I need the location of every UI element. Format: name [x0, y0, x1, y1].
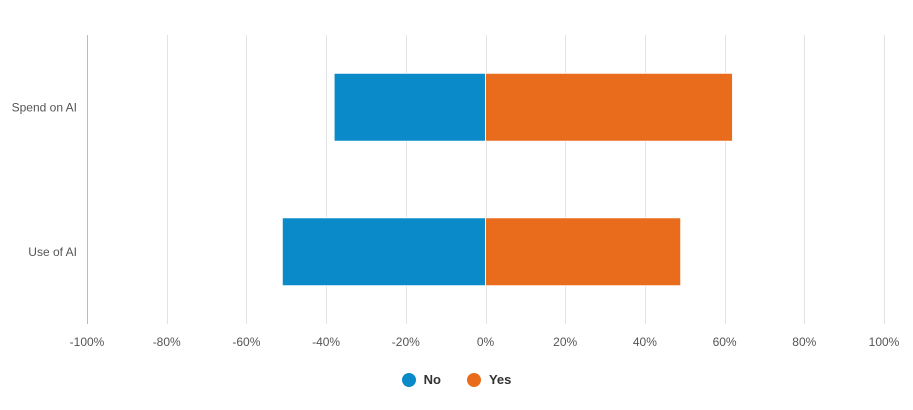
legend-item-yes[interactable]: Yes: [466, 372, 512, 387]
x-tick-label: -80%: [153, 335, 181, 349]
legend-label: No: [423, 372, 441, 387]
legend-swatch: [466, 372, 481, 387]
x-tick-label: 100%: [869, 335, 900, 349]
diverging-bar-chart: -100% -80% -60% -40% -20% 0% 20% 40% 60% 80% 100% S…: [12, 35, 900, 349]
x-tick-label: 40%: [633, 335, 657, 349]
bar-no-spend-on-ai[interactable]: [333, 72, 486, 142]
x-tick-label: 60%: [713, 335, 737, 349]
bar-yes-use-of-ai[interactable]: [485, 217, 682, 287]
x-tick-label: -60%: [232, 335, 260, 349]
legend: No Yes: [0, 372, 913, 387]
x-tick-label: -20%: [392, 335, 420, 349]
x-tick-label: -100%: [70, 335, 105, 349]
legend-label: Yes: [488, 372, 512, 387]
axes: -100% -80% -60% -40% -20% 0% 20% 40% 60% 80% 100% S…: [12, 100, 900, 349]
category-label: Use of AI: [28, 245, 77, 259]
x-tick-label: 0%: [477, 335, 495, 349]
bar-yes-spend-on-ai[interactable]: [485, 72, 734, 142]
bar-no-use-of-ai[interactable]: [281, 217, 487, 287]
legend-item-no[interactable]: No: [401, 372, 441, 387]
x-tick-label: 80%: [792, 335, 816, 349]
bars: [281, 72, 734, 287]
legend-swatch: [401, 372, 416, 387]
x-tick-label: 20%: [553, 335, 577, 349]
category-label: Spend on AI: [12, 100, 77, 114]
x-tick-label: -40%: [312, 335, 340, 349]
